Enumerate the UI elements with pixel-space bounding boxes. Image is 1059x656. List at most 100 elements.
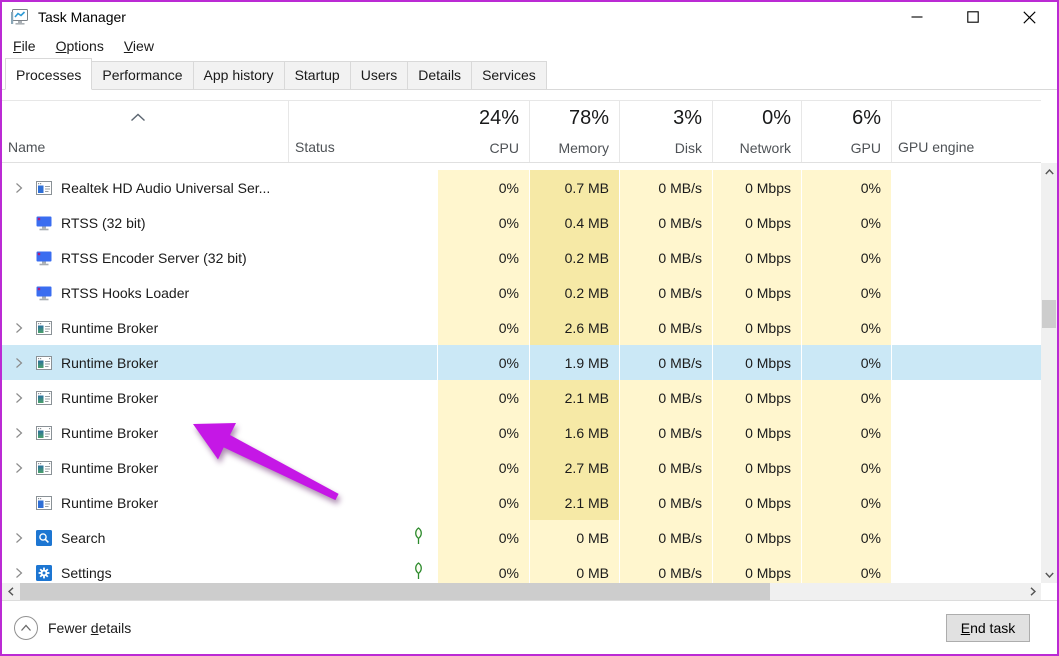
expand-chevron-icon[interactable] <box>15 532 25 544</box>
gpu-engine-cell <box>891 240 1041 275</box>
status-cell <box>288 415 437 450</box>
network-total-percent: 0% <box>762 107 791 129</box>
gpu-engine-cell <box>891 345 1041 380</box>
column-header-network[interactable]: 0% Network <box>712 101 801 162</box>
expand-chevron-icon[interactable] <box>15 357 25 369</box>
network-cell: 0 Mbps <box>712 205 801 240</box>
cpu-cell: 0% <box>437 205 529 240</box>
expand-chevron-icon[interactable] <box>15 392 25 404</box>
tab-startup[interactable]: Startup <box>283 61 351 90</box>
memory-cell: 1.6 MB <box>529 415 619 450</box>
disk-cell: 0 MB/s <box>619 170 712 205</box>
table-row[interactable]: Runtime Broker 0% 1.6 MB 0 MB/s 0 Mbps 0… <box>2 415 1041 450</box>
memory-total-percent: 78% <box>568 107 609 129</box>
status-cell <box>288 555 437 583</box>
gpu-cell: 0% <box>801 275 891 310</box>
network-cell: 0 Mbps <box>712 415 801 450</box>
memory-cell: 2.7 MB <box>529 450 619 485</box>
horizontal-scrollbar-thumb[interactable] <box>20 583 770 600</box>
table-row[interactable]: RTSS Hooks Loader 0% 0.2 MB 0 MB/s 0 Mbp… <box>2 275 1041 310</box>
table-row[interactable]: Runtime Broker 0% 2.7 MB 0 MB/s 0 Mbps 0… <box>2 450 1041 485</box>
column-header-cpu[interactable]: 24% CPU <box>437 101 529 162</box>
table-row[interactable]: Runtime Broker 0% 2.1 MB 0 MB/s 0 Mbps 0… <box>2 380 1041 415</box>
expand-chevron-icon[interactable] <box>15 567 25 579</box>
cpu-cell: 0% <box>437 240 529 275</box>
table-row[interactable]: Settings 0% 0 MB 0 MB/s 0 Mbps 0% <box>2 555 1041 583</box>
cpu-cell: 0% <box>437 310 529 345</box>
status-cell <box>288 380 437 415</box>
process-name: Runtime Broker <box>61 319 159 336</box>
maximize-button[interactable] <box>945 2 1001 32</box>
scroll-left-icon[interactable] <box>2 583 19 600</box>
menu-item-options[interactable]: Options <box>55 38 104 54</box>
status-cell <box>288 275 437 310</box>
column-header-gpu[interactable]: 6% GPU <box>801 101 891 162</box>
column-header-status[interactable]: Status <box>288 101 437 162</box>
column-header-gpu-engine[interactable]: GPU engine <box>891 101 1041 162</box>
table-row[interactable]: Search 0% 0 MB 0 MB/s 0 Mbps 0% <box>2 520 1041 555</box>
cpu-cell: 0% <box>437 520 529 555</box>
monitor-icon <box>36 215 52 231</box>
gpu-engine-cell <box>891 450 1041 485</box>
table-row[interactable]: Runtime Broker 0% 2.6 MB 0 MB/s 0 Mbps 0… <box>2 310 1041 345</box>
scroll-down-icon[interactable] <box>1041 566 1057 583</box>
table-row[interactable]: Realtek HD Audio Universal Ser... 0% 0.7… <box>2 170 1041 205</box>
menubar: File Options View <box>2 32 1057 60</box>
cpu-cell: 0% <box>437 555 529 583</box>
tab-app-history[interactable]: App history <box>192 61 285 90</box>
end-task-button[interactable]: End task <box>946 613 1030 642</box>
scroll-right-icon[interactable] <box>1024 583 1041 600</box>
gpu-engine-cell <box>891 485 1041 520</box>
menu-item-file[interactable]: File <box>13 38 36 54</box>
network-cell: 0 Mbps <box>712 240 801 275</box>
tab-processes[interactable]: Processes <box>5 58 93 90</box>
vertical-scrollbar-thumb[interactable] <box>1042 300 1056 328</box>
table-row[interactable]: Runtime Broker 0% 2.1 MB 0 MB/s 0 Mbps 0… <box>2 485 1041 520</box>
gpu-column-label: GPU <box>850 140 881 156</box>
column-header-name[interactable]: Name <box>2 101 288 162</box>
column-header-disk[interactable]: 3% Disk <box>619 101 712 162</box>
gpu-engine-cell <box>891 170 1041 205</box>
status-cell <box>288 520 437 555</box>
app-window-blue-icon <box>36 180 52 196</box>
disk-cell: 0 MB/s <box>619 205 712 240</box>
fewer-details-toggle[interactable]: Fewer details <box>48 619 132 636</box>
close-button[interactable] <box>1001 2 1057 32</box>
network-cell: 0 Mbps <box>712 310 801 345</box>
suspended-leaf-icon <box>412 562 425 583</box>
network-cell: 0 Mbps <box>712 380 801 415</box>
network-cell: 0 Mbps <box>712 275 801 310</box>
network-cell: 0 Mbps <box>712 170 801 205</box>
menu-item-view[interactable]: View <box>123 38 154 54</box>
table-row[interactable]: RTSS (32 bit) 0% 0.4 MB 0 MB/s 0 Mbps 0% <box>2 205 1041 240</box>
cpu-cell: 0% <box>437 380 529 415</box>
table-row[interactable]: RTSS Encoder Server (32 bit) 0% 0.2 MB 0… <box>2 240 1041 275</box>
expand-chevron-icon[interactable] <box>15 182 25 194</box>
status-cell <box>288 485 437 520</box>
table-row[interactable]: Runtime Broker 0% 1.9 MB 0 MB/s 0 Mbps 0… <box>2 345 1041 380</box>
process-name: Search <box>61 529 106 546</box>
gpu-cell: 0% <box>801 380 891 415</box>
tab-performance[interactable]: Performance <box>91 61 194 90</box>
gpu-cell: 0% <box>801 450 891 485</box>
tab-services[interactable]: Services <box>471 61 547 90</box>
expand-chevron-icon[interactable] <box>15 427 25 439</box>
scroll-up-icon[interactable] <box>1041 163 1057 180</box>
disk-cell: 0 MB/s <box>619 345 712 380</box>
disk-cell: 0 MB/s <box>619 380 712 415</box>
horizontal-scrollbar[interactable] <box>2 583 1057 600</box>
status-column-label: Status <box>295 139 335 155</box>
column-header-memory[interactable]: 78% Memory <box>529 101 619 162</box>
gpu-cell: 0% <box>801 485 891 520</box>
disk-cell: 0 MB/s <box>619 485 712 520</box>
tab-users[interactable]: Users <box>349 61 409 90</box>
minimize-button[interactable] <box>889 2 945 32</box>
process-name: Runtime Broker <box>61 494 159 511</box>
cpu-total-percent: 24% <box>478 107 519 129</box>
app-window-teal-icon <box>36 355 52 371</box>
tab-details[interactable]: Details <box>407 61 473 90</box>
disk-cell: 0 MB/s <box>619 415 712 450</box>
expand-chevron-icon[interactable] <box>15 322 25 334</box>
expand-chevron-icon[interactable] <box>15 462 25 474</box>
vertical-scrollbar[interactable] <box>1041 163 1057 583</box>
